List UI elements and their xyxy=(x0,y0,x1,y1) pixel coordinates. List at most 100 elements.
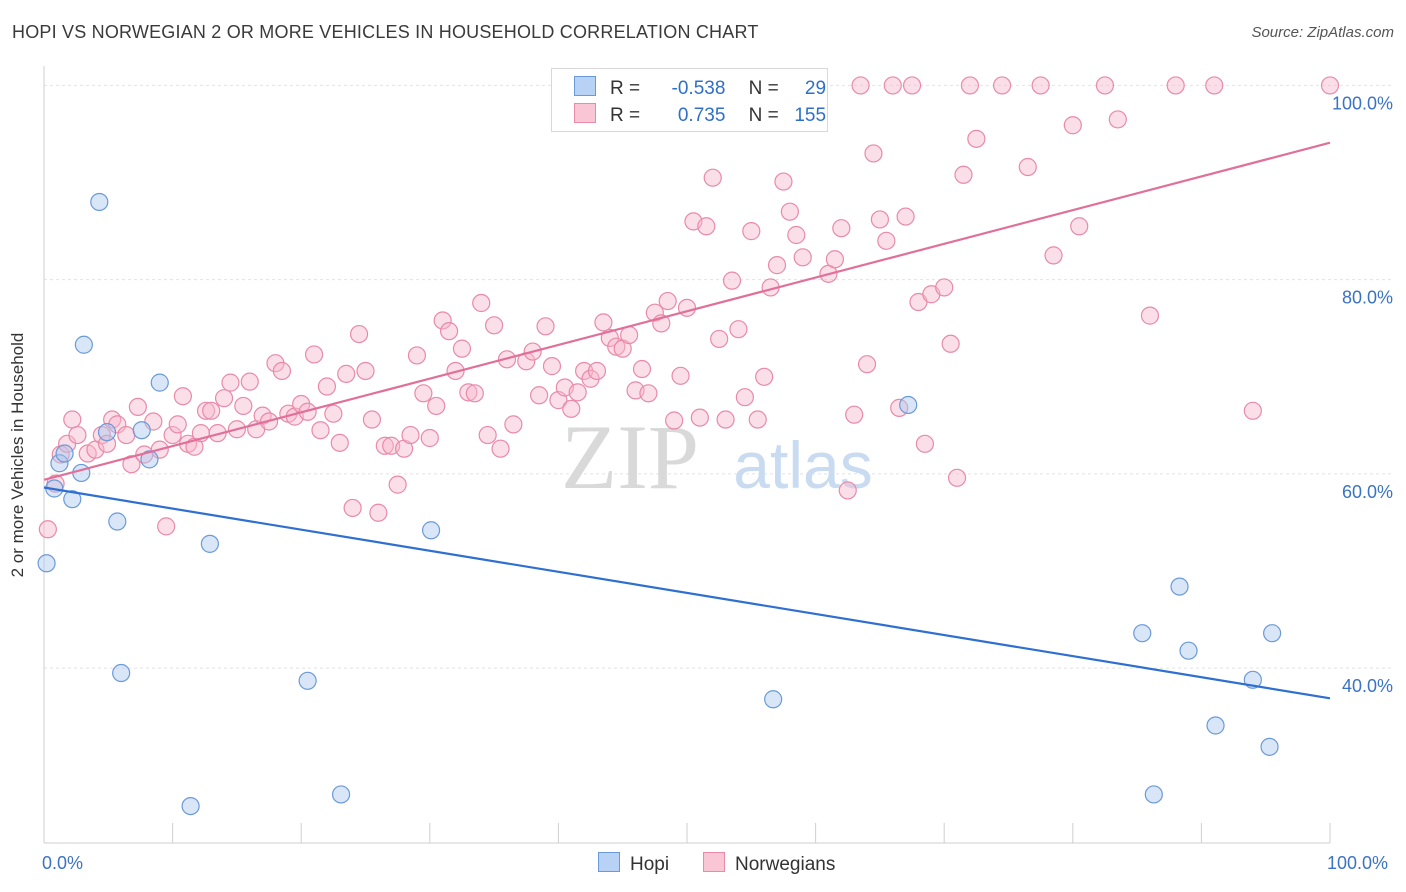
axes xyxy=(43,66,1331,844)
norwegian-point xyxy=(697,217,716,236)
norwegian-point xyxy=(330,433,349,452)
hopi-point xyxy=(90,192,109,212)
norwegian-point xyxy=(710,329,729,349)
norwegian-point xyxy=(729,320,748,339)
norwegian-point xyxy=(337,364,356,383)
norwegian-point xyxy=(478,425,497,445)
norwegian-point xyxy=(780,202,799,221)
hopi-point xyxy=(37,554,56,573)
norwegian-point xyxy=(1243,401,1262,420)
norwegian-point xyxy=(562,399,581,418)
hopi-point xyxy=(1206,716,1225,735)
hopi-point xyxy=(200,534,219,553)
norwegian-point xyxy=(703,168,722,187)
norwegian-point xyxy=(742,222,761,241)
y-tick-label: 40.0% xyxy=(1342,676,1393,696)
hopi-point xyxy=(1144,785,1163,804)
norwegian-point xyxy=(542,357,562,376)
norwegian-point xyxy=(716,410,735,429)
x-tick-min: 0.0% xyxy=(42,853,84,873)
norwegian-point xyxy=(472,293,491,313)
norwegian-point xyxy=(870,210,890,229)
norwegian-point xyxy=(735,388,754,407)
norwegian-point xyxy=(433,311,452,330)
norwegian-point xyxy=(1166,76,1185,95)
hopi-point xyxy=(764,690,783,709)
hopi-point xyxy=(181,796,200,816)
hopi-point xyxy=(140,450,159,469)
legend-row-norwegian: R = 0.735 N = 155 xyxy=(574,103,826,127)
norwegian-point xyxy=(324,404,343,423)
bottom-norwegians-swatch xyxy=(703,852,725,872)
norwegian-point xyxy=(168,415,187,434)
trend-lines xyxy=(43,141,1331,700)
norwegian-n-value: 155 xyxy=(794,105,827,126)
bottom-hopi-label: Hopi xyxy=(630,854,670,875)
norwegian-point xyxy=(465,384,484,403)
norwegian-r-value: 0.735 xyxy=(677,105,726,126)
norwegian-point xyxy=(304,345,324,364)
bottom-norwegians-label: Norwegians xyxy=(735,854,836,875)
hopi-point xyxy=(1263,624,1282,643)
norwegian-point xyxy=(68,425,87,445)
norwegian-point xyxy=(388,475,407,494)
norwegian-point xyxy=(163,425,182,445)
norwegian-point xyxy=(851,76,870,95)
norwegian-point xyxy=(722,271,742,290)
norwegian-point xyxy=(877,231,896,250)
norwegian-point xyxy=(935,278,954,297)
norwegian-point xyxy=(356,361,375,381)
hopi-point xyxy=(132,421,151,440)
norwegian-point xyxy=(504,415,523,434)
norwegian-point xyxy=(902,76,922,95)
norwegian-point xyxy=(128,397,147,417)
norwegian-point xyxy=(414,384,433,403)
norwegian-point xyxy=(1095,76,1115,95)
norwegian-point xyxy=(941,334,960,353)
norwegian-point xyxy=(491,439,510,458)
norwegian-point xyxy=(992,76,1012,95)
norwegian-point xyxy=(594,313,613,332)
norwegian-point xyxy=(485,316,504,335)
y-tick-label: 100.0% xyxy=(1332,93,1393,113)
norwegian-point xyxy=(343,498,362,518)
hopi-n-label: N = xyxy=(748,78,779,99)
norwegian-point xyxy=(639,384,658,403)
norwegian-point xyxy=(407,346,427,365)
hopi-swatch xyxy=(574,76,596,96)
hopi-points xyxy=(37,192,1282,816)
norwegian-point xyxy=(690,408,709,427)
norwegian-point xyxy=(439,322,459,341)
norwegian-point xyxy=(1320,76,1340,95)
norwegian-point xyxy=(748,410,767,429)
norwegian-point xyxy=(915,434,935,453)
hopi-point xyxy=(1260,737,1279,756)
hopi-trend-line xyxy=(43,486,1331,700)
norwegian-point xyxy=(349,324,369,344)
hopi-point xyxy=(74,335,93,354)
hopi-point xyxy=(150,373,169,392)
norwegian-point xyxy=(658,291,677,311)
norwegian-point xyxy=(1044,246,1063,265)
y-tick-label: 60.0% xyxy=(1342,482,1393,502)
norwegian-point xyxy=(825,250,844,269)
norwegian-point xyxy=(787,225,806,245)
hopi-point xyxy=(298,671,317,690)
norwegian-point xyxy=(864,144,883,163)
norwegian-point xyxy=(607,337,626,356)
norwegian-point xyxy=(311,421,330,440)
norwegian-point xyxy=(369,503,388,522)
norwegian-point xyxy=(1070,217,1089,236)
hopi-point xyxy=(1170,577,1189,596)
y-axis-label: 2 or more Vehicles in Household xyxy=(8,332,27,578)
norwegian-point xyxy=(214,389,234,408)
hopi-point xyxy=(899,395,918,415)
hopi-point xyxy=(421,521,441,540)
norwegian-point xyxy=(362,410,382,429)
norwegian-point xyxy=(272,361,292,381)
norwegian-point xyxy=(452,339,472,358)
norwegian-point xyxy=(632,359,652,379)
norwegian-point xyxy=(375,436,394,455)
hopi-point xyxy=(50,454,69,473)
